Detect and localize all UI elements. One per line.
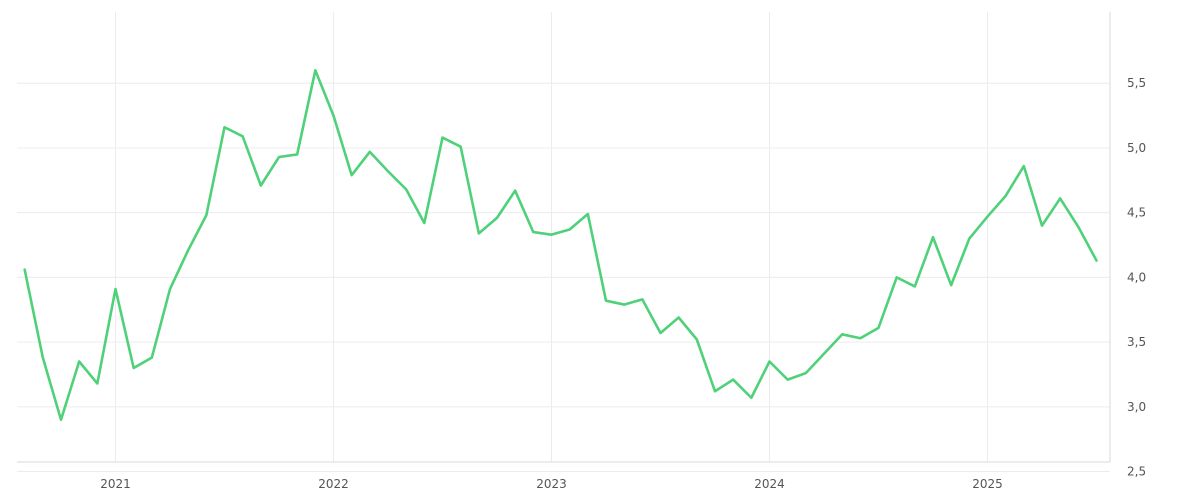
y-tick-label: 4,0 bbox=[1127, 270, 1146, 284]
x-tick-label: 2025 bbox=[972, 477, 1003, 491]
y-tick-label: 5,5 bbox=[1127, 76, 1146, 90]
series-layer bbox=[23, 69, 1098, 422]
x-tick-label: 2023 bbox=[536, 477, 567, 491]
y-tick-label: 5,0 bbox=[1127, 141, 1146, 155]
x-tick-label: 2022 bbox=[318, 477, 349, 491]
y-tick-label: 3,0 bbox=[1127, 400, 1146, 414]
grid bbox=[17, 12, 1110, 473]
series-line bbox=[23, 69, 1098, 422]
tick-labels: 2,5 3,0 3,5 4,0 4,5 5,0 5,5 2021 2022 2023 2024 202… bbox=[100, 76, 1146, 491]
y-tick-label: 4,5 bbox=[1127, 206, 1146, 220]
y-tick-label: 3,5 bbox=[1127, 335, 1146, 349]
y-tick-label: 2,5 bbox=[1127, 465, 1146, 479]
x-tick-label: 2021 bbox=[100, 477, 131, 491]
axes bbox=[17, 12, 1111, 463]
x-tick-label: 2024 bbox=[754, 477, 785, 491]
